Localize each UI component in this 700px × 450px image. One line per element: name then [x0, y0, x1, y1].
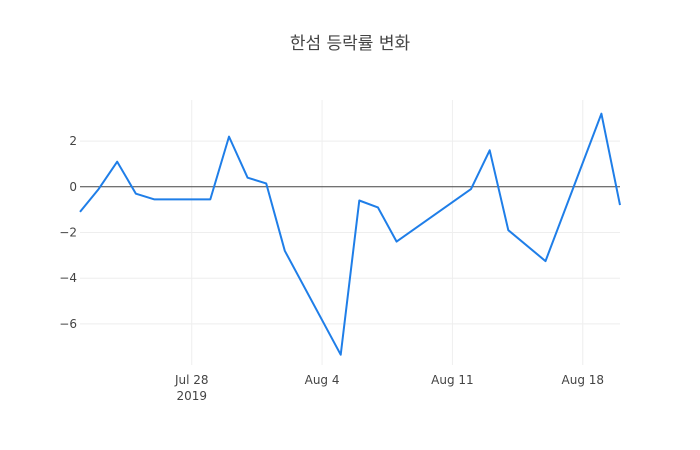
y-tick-label: 0: [69, 180, 77, 194]
x-tick-label: Aug 18: [562, 373, 605, 387]
y-axis-ticks: 2 0 −2 −4 −6: [59, 134, 77, 331]
chart-title: 한섬 등락률 변화: [290, 34, 411, 54]
series-line: [79, 112, 621, 356]
x-tick-label: Jul 28: [174, 373, 209, 387]
x-tick-label: Aug 4: [305, 373, 340, 387]
y-tick-label: −6: [59, 317, 77, 331]
x-tick-sublabel: 2019: [176, 389, 207, 403]
y-tick-label: −4: [59, 271, 77, 285]
x-axis-ticks: Jul 28 2019 Aug 4 Aug 11 Aug 18: [174, 373, 604, 403]
y-tick-label: −2: [59, 226, 77, 240]
series-layer: [79, 112, 621, 356]
grid: [80, 100, 620, 365]
x-tick-label: Aug 11: [431, 373, 474, 387]
y-tick-label: 2: [69, 134, 77, 148]
